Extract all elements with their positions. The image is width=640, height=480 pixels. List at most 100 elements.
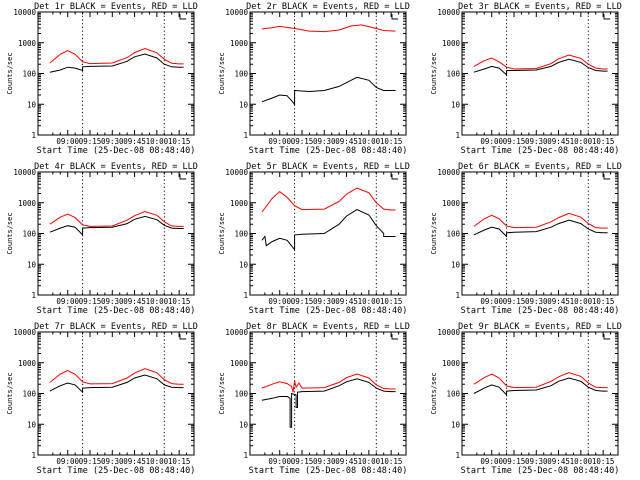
y-tick-label: 1: [31, 291, 36, 300]
events-series-line: [49, 53, 184, 73]
y-tick-label: 1000: [442, 39, 461, 48]
x-tick-label: 10:15: [380, 297, 403, 306]
y-tick-label: 10: [451, 100, 461, 109]
x-tick-label: 09:30: [313, 137, 336, 146]
x-axis-label: Start Time (25-Dec-08 08:48:40): [249, 306, 408, 316]
events-series-line: [49, 215, 184, 237]
x-tick-label: 09:30: [525, 297, 548, 306]
y-tick-label: 1000: [442, 359, 461, 368]
y-tick-label: 10000: [437, 8, 460, 17]
x-tick-label: 09:00: [480, 137, 503, 146]
y-tick-label: 100: [22, 70, 36, 79]
x-tick-label: 10:00: [570, 137, 593, 146]
y-axis-label: Counts/sec: [6, 372, 14, 414]
x-tick-label: 09:00: [480, 457, 503, 466]
x-axis-label: Start Time (25-Dec-08 08:48:40): [249, 466, 408, 476]
y-tick-label: 1000: [230, 199, 249, 208]
y-tick-label: 100: [446, 230, 460, 239]
x-axis-label: Start Time (25-Dec-08 08:48:40): [37, 306, 196, 316]
y-tick-label: 1: [243, 131, 248, 140]
detector-panel: Det 9r BLACK = Events, RED = LLD 1 10 100 10…: [430, 322, 622, 476]
x-tick-label: 09:00: [56, 137, 79, 146]
events-series-line: [261, 378, 396, 428]
y-tick-label: 100: [234, 390, 248, 399]
panel-title: Det 5r BLACK = Events, RED = LLD: [246, 162, 410, 172]
plot-frame: [461, 171, 619, 296]
x-tick-label: 10:15: [592, 297, 615, 306]
x-tick-label: 10:15: [168, 137, 191, 146]
detector-panel: Det 7r BLACK = Events, RED = LLD 1 10 100 10…: [6, 322, 198, 476]
x-tick-label: 09:15: [503, 457, 526, 466]
x-tick-label: 09:45: [335, 457, 358, 466]
x-tick-label: 09:30: [313, 297, 336, 306]
y-tick-label: 10000: [225, 168, 248, 177]
x-tick-label: 09:45: [547, 137, 570, 146]
x-tick-label: 10:00: [146, 457, 169, 466]
x-tick-label: 09:15: [79, 457, 102, 466]
x-tick-label: 09:15: [503, 137, 526, 146]
x-tick-label: 09:45: [123, 457, 146, 466]
y-tick-label: 100: [22, 390, 36, 399]
x-tick-label: 09:45: [335, 137, 358, 146]
detector-panel: Det 8r BLACK = Events, RED = LLD 1 10 100 10…: [218, 322, 410, 476]
panel-title: Det 4r BLACK = Events, RED = LLD: [34, 162, 198, 172]
corner-marker: [179, 334, 186, 340]
x-tick-label: 09:15: [291, 457, 314, 466]
y-axis-label: Counts/sec: [218, 372, 226, 414]
y-tick-label: 10000: [225, 8, 248, 17]
panel-title: Det 7r BLACK = Events, RED = LLD: [34, 322, 198, 332]
x-tick-label: 09:00: [480, 297, 503, 306]
corner-marker: [603, 174, 610, 180]
x-tick-label: 10:15: [592, 137, 615, 146]
lld-series-line: [49, 47, 184, 65]
x-tick-label: 09:45: [547, 457, 570, 466]
x-tick-label: 09:30: [525, 457, 548, 466]
x-tick-label: 10:15: [168, 457, 191, 466]
x-tick-label: 09:00: [56, 457, 79, 466]
x-axis-label: Start Time (25-Dec-08 08:48:40): [249, 146, 408, 156]
y-axis-label: Counts/sec: [6, 52, 14, 94]
lld-series-line: [261, 373, 396, 393]
lld-series-line: [473, 212, 608, 229]
y-tick-label: 10: [27, 100, 37, 109]
y-tick-label: 10: [239, 260, 249, 269]
y-tick-label: 10: [451, 260, 461, 269]
y-tick-label: 1: [31, 131, 36, 140]
y-axis-label: Counts/sec: [430, 52, 438, 94]
events-series-line: [473, 58, 608, 77]
detector-panel: Det 6r BLACK = Events, RED = LLD 1 10 100 10…: [430, 162, 622, 316]
events-series-line: [261, 209, 396, 252]
x-tick-label: 09:15: [291, 137, 314, 146]
x-tick-label: 09:45: [123, 137, 146, 146]
y-axis-label: Counts/sec: [218, 212, 226, 254]
y-axis-label: Counts/sec: [430, 212, 438, 254]
plot-frame: [249, 171, 407, 296]
detector-panel: Det 2r BLACK = Events, RED = LLD 1 10 100 10…: [218, 2, 410, 156]
y-tick-label: 10: [27, 420, 37, 429]
y-tick-label: 10: [239, 100, 249, 109]
y-axis-label: Counts/sec: [430, 372, 438, 414]
events-series-line: [473, 219, 608, 238]
x-axis-label: Start Time (25-Dec-08 08:48:40): [461, 146, 620, 156]
plot-frame: [37, 171, 195, 296]
y-axis-label: Counts/sec: [6, 212, 14, 254]
x-tick-label: 09:15: [291, 297, 314, 306]
panel-title: Det 8r BLACK = Events, RED = LLD: [246, 322, 410, 332]
y-tick-label: 100: [234, 230, 248, 239]
x-tick-label: 10:15: [380, 137, 403, 146]
events-series-line: [49, 374, 184, 394]
y-tick-label: 10000: [13, 168, 36, 177]
plot-frame: [37, 11, 195, 136]
lld-series-line: [261, 24, 396, 33]
y-tick-label: 10000: [13, 328, 36, 337]
y-tick-label: 10000: [13, 8, 36, 17]
plot-frame: [249, 331, 407, 456]
x-tick-label: 10:00: [146, 297, 169, 306]
x-tick-label: 10:00: [358, 137, 381, 146]
y-tick-label: 100: [446, 70, 460, 79]
x-tick-label: 09:00: [268, 297, 291, 306]
x-tick-label: 10:00: [358, 297, 381, 306]
x-tick-label: 09:30: [101, 297, 124, 306]
detector-panel: Det 5r BLACK = Events, RED = LLD 1 10 100 10…: [218, 162, 410, 316]
